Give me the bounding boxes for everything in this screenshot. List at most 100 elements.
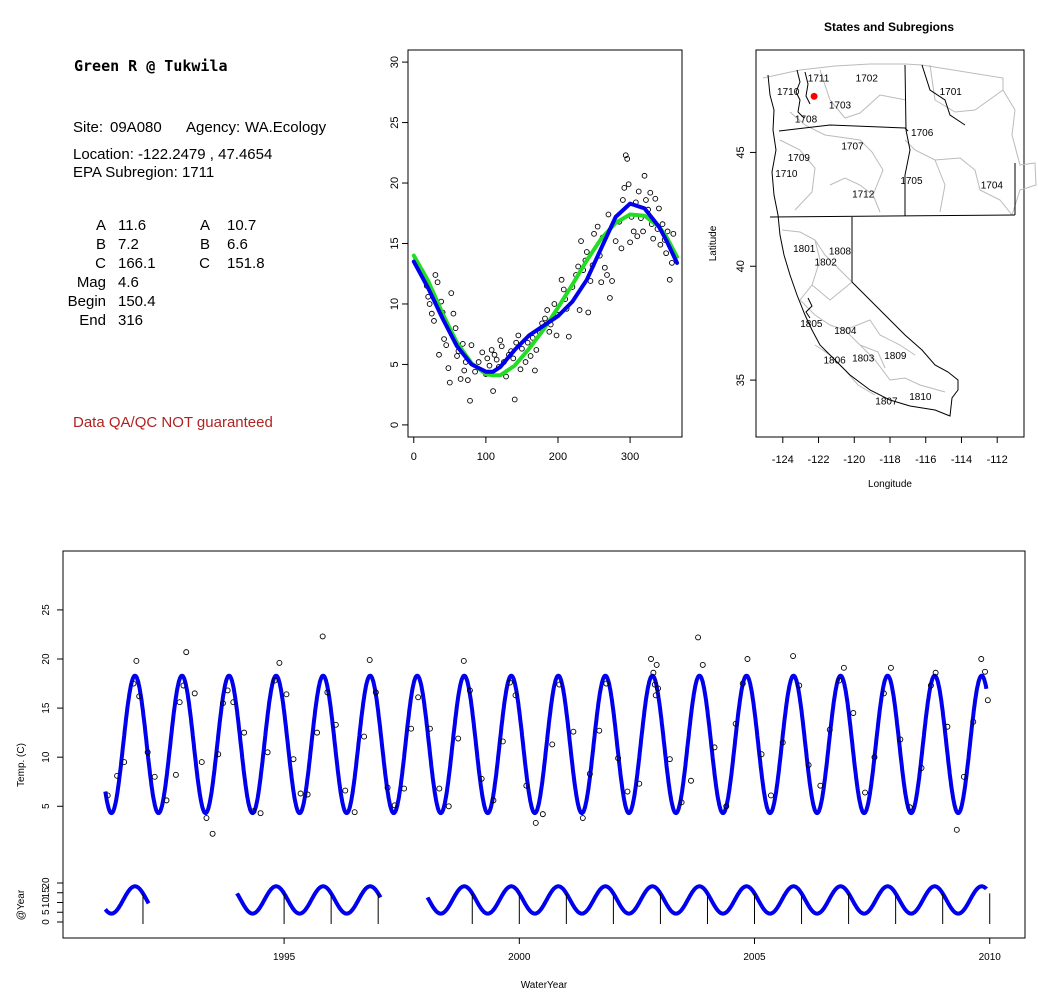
x-tick-label: 200 — [549, 451, 567, 463]
data-point — [497, 337, 504, 344]
data-point — [669, 260, 675, 266]
observation-point — [817, 782, 824, 789]
lower-y-tick-label: 20 — [41, 877, 52, 889]
observation-point — [549, 741, 556, 748]
data-point — [640, 228, 646, 235]
param-value: 316 — [118, 312, 144, 329]
observation-point — [114, 772, 121, 779]
observation-point — [944, 723, 951, 730]
observation-point — [203, 815, 210, 822]
param-label: C — [199, 255, 210, 272]
observation-point — [539, 811, 546, 818]
observation-point — [523, 782, 530, 789]
observation-point — [796, 682, 803, 689]
observation-point — [436, 785, 443, 792]
subregion-label: 1704 — [981, 180, 1004, 191]
observation-point — [779, 739, 786, 746]
data-point — [448, 290, 455, 296]
lon-tick-label: -116 — [915, 454, 936, 466]
data-point — [618, 245, 625, 252]
lower-y-tick-label: 10 — [41, 897, 52, 909]
observation-point — [264, 749, 271, 756]
data-point — [558, 276, 565, 283]
subregion-label: 1709 — [788, 153, 811, 164]
observation-point — [271, 677, 278, 684]
site-id: 09A080 — [110, 119, 162, 136]
lon-tick-label: -120 — [843, 454, 865, 466]
observation-point — [342, 787, 349, 794]
subregion-label: 1805 — [800, 319, 823, 330]
data-point — [546, 328, 553, 335]
site-id-label: Site: — [73, 119, 104, 136]
subregion-label: 1701 — [940, 87, 963, 98]
param-label: C — [95, 255, 106, 272]
param-value: 10.7 — [227, 217, 257, 234]
data-point — [498, 343, 505, 350]
data-point — [524, 339, 531, 346]
data-point — [641, 172, 648, 179]
data-point — [454, 353, 460, 359]
data-point — [657, 241, 664, 248]
data-point — [441, 336, 447, 342]
data-point — [622, 152, 629, 159]
observation-point — [366, 657, 373, 663]
data-point — [643, 197, 649, 203]
param-label: Begin — [67, 293, 106, 310]
param-value: 7.2 — [118, 236, 139, 253]
subregion-label: 1808 — [829, 246, 852, 257]
data-point — [459, 341, 466, 347]
data-point — [620, 197, 626, 203]
observation-point — [532, 820, 539, 826]
observation-point — [391, 802, 398, 809]
observation-point — [636, 780, 643, 787]
data-point — [578, 238, 584, 244]
data-point — [634, 233, 641, 240]
data-point — [519, 345, 525, 352]
observation-point — [133, 658, 140, 664]
observation-point — [711, 744, 718, 751]
data-point — [434, 279, 441, 286]
site-title: Green R @ Tukwila — [74, 57, 228, 75]
observation-point — [445, 803, 452, 810]
observation-point — [836, 677, 843, 684]
x-tick-label: 2000 — [508, 952, 531, 963]
fit-line — [411, 201, 679, 374]
observation-point — [130, 680, 137, 687]
param-value: 166.1 — [118, 255, 156, 272]
observation-point — [455, 735, 462, 742]
data-point — [607, 295, 613, 301]
data-point — [544, 307, 551, 313]
observation-point — [650, 669, 657, 676]
annual-y-axis-label: @Year — [16, 889, 27, 920]
y-tick-label: 25 — [389, 116, 401, 128]
observation-point — [276, 659, 283, 666]
data-point — [426, 301, 433, 307]
annual-fit-segment — [235, 884, 383, 916]
map-x-axis-label: Longitude — [868, 479, 912, 490]
observation-point — [768, 792, 774, 799]
data-point — [542, 315, 548, 322]
observation-point — [978, 656, 985, 662]
y-tick-label: 0 — [389, 422, 401, 428]
map-title: States and Subregions — [824, 20, 954, 34]
data-point — [522, 359, 529, 365]
data-point — [659, 221, 666, 228]
y-tick-label: 5 — [389, 361, 401, 367]
param-label: B — [199, 236, 210, 253]
data-point — [479, 349, 486, 356]
observation-point — [982, 668, 988, 675]
observation-point — [297, 790, 304, 797]
data-point — [464, 377, 471, 384]
location-line: Location: -122.2479 , 47.4654 — [73, 146, 273, 163]
observation-point — [758, 751, 765, 758]
observation-point — [887, 664, 894, 671]
data-point — [445, 365, 452, 371]
observation-point — [897, 736, 904, 743]
observation-point — [104, 792, 111, 799]
param-label: B — [95, 236, 106, 253]
data-point — [450, 310, 457, 317]
data-point — [656, 205, 662, 212]
data-point — [621, 185, 628, 191]
observation-point — [319, 633, 326, 640]
observation-point — [984, 697, 991, 704]
